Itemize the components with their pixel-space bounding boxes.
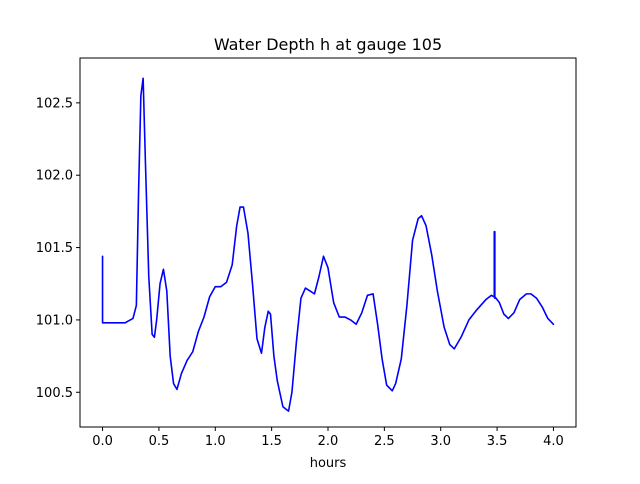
y-tick-label: 101.0 bbox=[36, 313, 73, 328]
x-tick-label: 3.5 bbox=[487, 434, 508, 449]
y-axis: 100.5 101.0 101.5 102.0 102.5 bbox=[36, 96, 80, 401]
plot-area bbox=[101, 77, 555, 412]
x-tick-label: 1.0 bbox=[205, 434, 226, 449]
y-tick-label: 100.5 bbox=[36, 386, 73, 401]
y-tick-label: 102.5 bbox=[36, 96, 73, 111]
series-line-0 bbox=[101, 77, 555, 412]
x-axis-label: hours bbox=[310, 456, 347, 471]
x-tick-label: 4.0 bbox=[543, 434, 564, 449]
x-axis: 0.0 0.5 1.0 1.5 2.0 2.5 3.0 3.5 4.0 bbox=[92, 427, 564, 449]
x-tick-label: 3.0 bbox=[430, 434, 451, 449]
x-tick-label: 0.0 bbox=[92, 434, 113, 449]
y-tick-label: 102.0 bbox=[36, 169, 73, 184]
chart-title: Water Depth h at gauge 105 bbox=[214, 35, 442, 54]
x-tick-label: 2.0 bbox=[318, 434, 339, 449]
x-tick-label: 1.5 bbox=[261, 434, 282, 449]
y-tick-label: 101.5 bbox=[36, 241, 73, 256]
x-tick-label: 0.5 bbox=[149, 434, 170, 449]
axes-frame bbox=[79, 57, 577, 428]
x-tick-label: 2.5 bbox=[374, 434, 395, 449]
